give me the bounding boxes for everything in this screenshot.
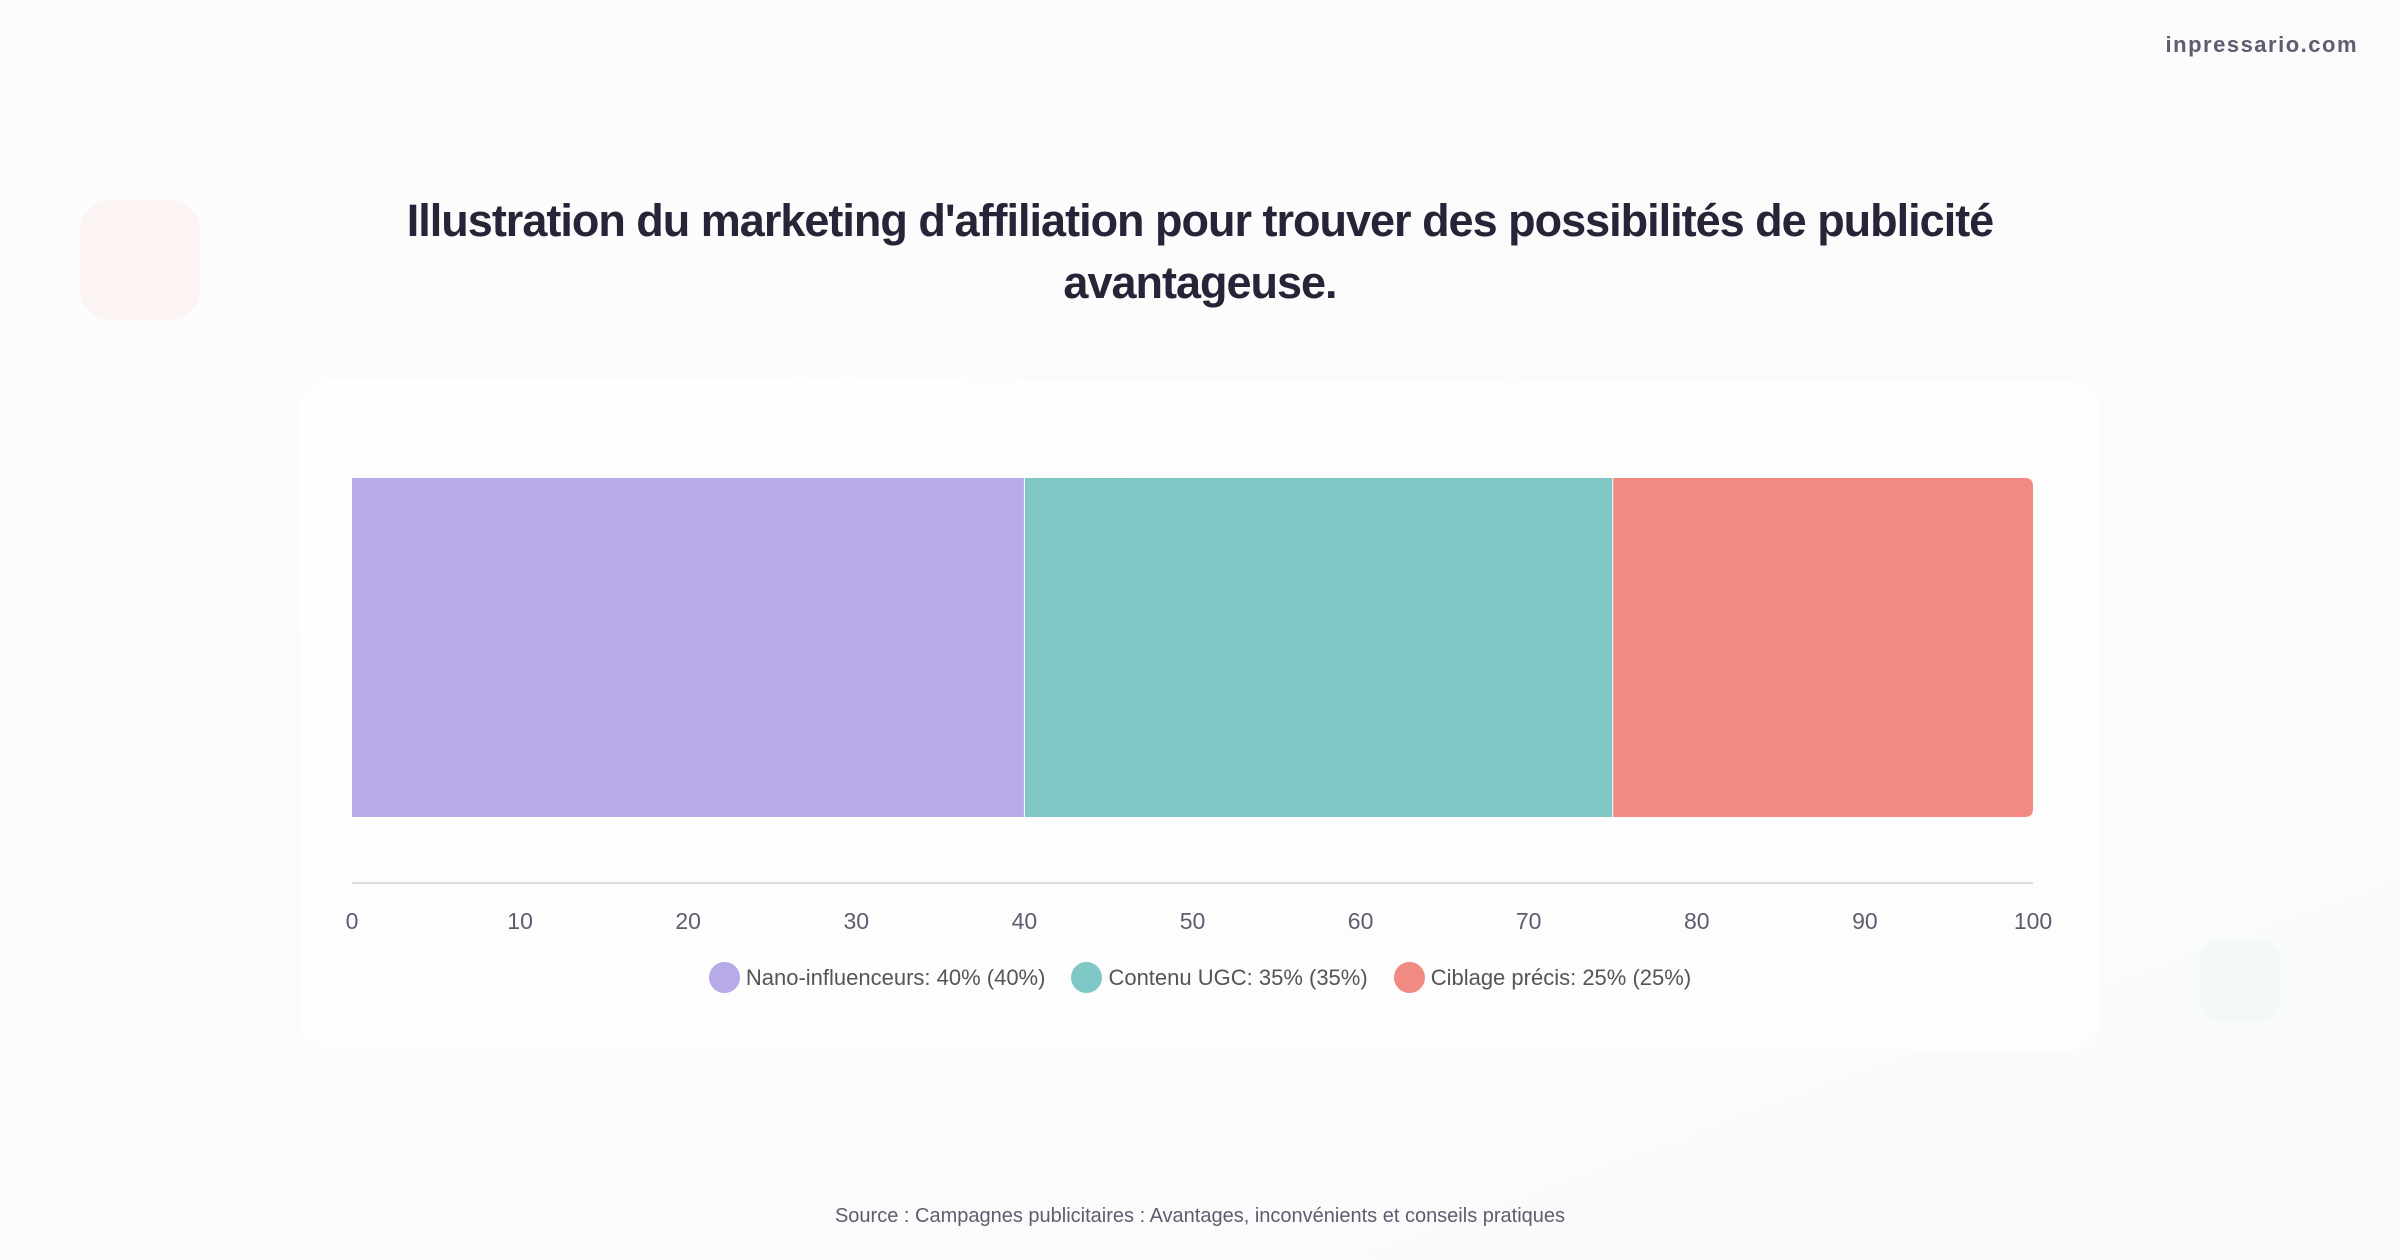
legend-item[interactable]: Ciblage précis: 25% (25%) [1393, 962, 1692, 993]
bar-segment-1 [1024, 478, 1613, 817]
brand-logo: inpressario.com [2165, 32, 2358, 57]
legend-swatch [1393, 962, 1425, 993]
x-tick-label: 100 [2014, 908, 2052, 934]
legend-label: Ciblage précis: 25% (25%) [1430, 964, 1692, 990]
legend-item[interactable]: Contenu UGC: 35% (35%) [1071, 962, 1368, 993]
x-tick-label: 30 [844, 908, 870, 934]
x-tick-label: 80 [1684, 908, 1710, 934]
x-tick-label: 60 [1348, 908, 1374, 934]
bar-segment-2 [1612, 478, 2033, 817]
legend-swatch [1071, 962, 1103, 993]
x-tick-label: 10 [507, 908, 533, 934]
legend-item[interactable]: Nano-influenceurs: 40% (40%) [708, 962, 1046, 993]
legend: Nano-influenceurs: 40% (40%) Contenu UGC:… [0, 962, 2400, 993]
x-tick-label: 40 [1012, 908, 1038, 934]
x-tick-label: 90 [1852, 908, 1878, 934]
decorative-shape [2200, 940, 2280, 1020]
legend-swatch [708, 962, 740, 993]
source-caption: Source : Campagnes publicitaires : Avant… [834, 1205, 1566, 1227]
x-tick-label: 0 [346, 908, 359, 934]
legend-label: Nano-influenceurs: 40% (40%) [745, 964, 1046, 990]
x-tick-label: 50 [1180, 908, 1206, 934]
chart-title: Illustration du marketing d'affiliation … [406, 195, 1994, 308]
x-tick-label: 20 [675, 908, 701, 934]
x-tick-label: 70 [1516, 908, 1542, 934]
bar-segment-0 [352, 478, 1025, 817]
legend-label: Contenu UGC: 35% (35%) [1108, 964, 1368, 990]
decorative-shape [80, 200, 200, 320]
